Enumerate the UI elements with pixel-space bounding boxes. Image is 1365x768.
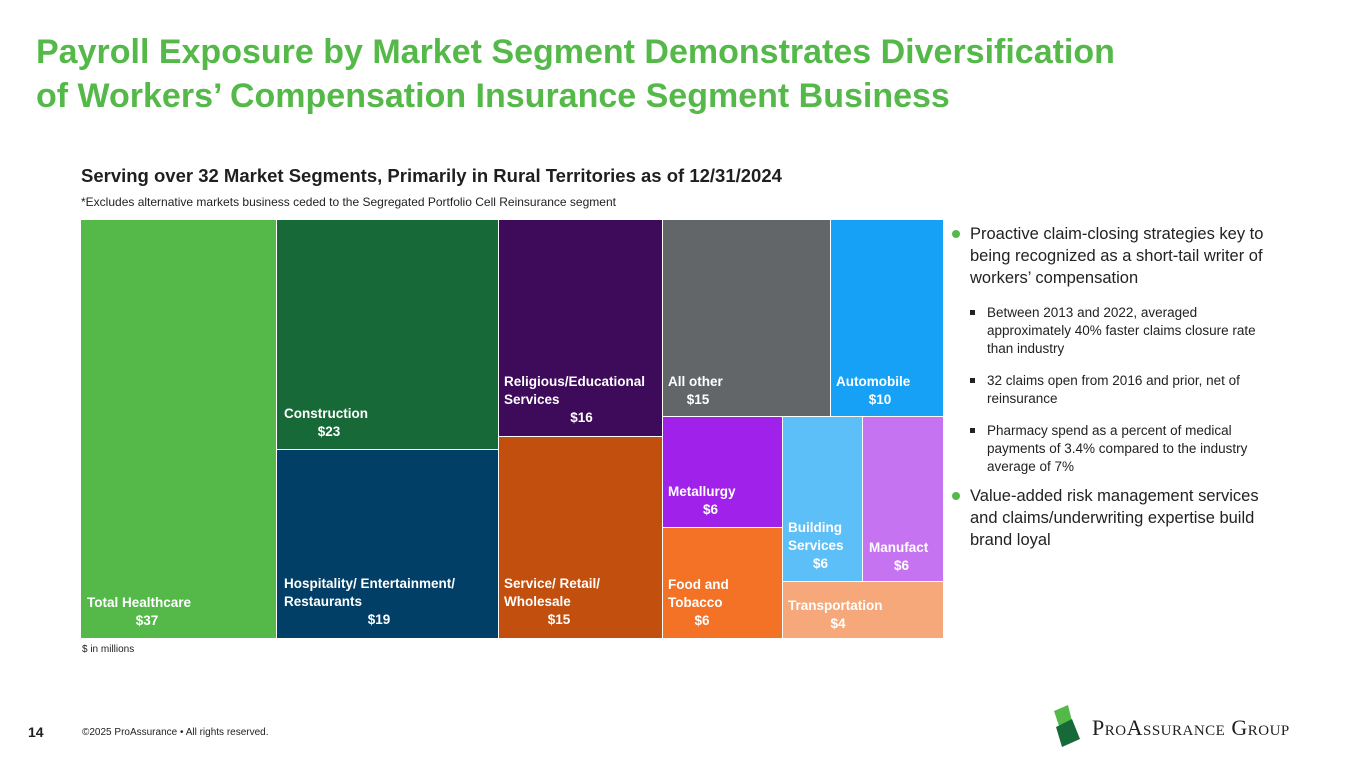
treemap-label: Metallurgy $6 — [668, 483, 753, 519]
segment-value: $23 — [317, 424, 341, 439]
logo-letter: G — [1231, 715, 1248, 740]
page-title-line-2: of Workers’ Compensation Insurance Segme… — [36, 77, 950, 115]
segment-value: $15 — [686, 392, 710, 407]
sub-bullet-item: Between 2013 and 2022, averaged approxim… — [952, 304, 1282, 358]
treemap-label: Automobile $10 — [836, 373, 924, 409]
segment-name: Hospitality/ Entertainment/ Restaurants — [284, 576, 456, 609]
treemap-label: Total Healthcare $37 — [87, 594, 207, 630]
treemap-tile-automobile: Automobile $10 — [831, 220, 944, 417]
segment-value: $6 — [812, 556, 829, 571]
treemap-label: Food and Tobacco $6 — [668, 576, 736, 630]
units-note: $ in millions — [82, 644, 135, 655]
segment-value: $37 — [135, 613, 159, 628]
treemap-tile-religious-educational-services: Religious/Educational Services $16 — [499, 220, 663, 437]
segment-name: Construction — [284, 406, 368, 421]
segment-name: Transportation — [788, 598, 883, 613]
treemap-label: Manufact $6 — [869, 539, 934, 575]
segment-name: Building Services — [788, 520, 844, 553]
segment-name: Food and Tobacco — [668, 577, 729, 610]
page-title: Payroll Exposure by Market Segment Demon… — [36, 30, 1236, 118]
treemap-tile-total-healthcare: Total Healthcare $37 — [81, 220, 277, 639]
logo-letters: RO — [1104, 723, 1127, 739]
segment-name: Manufact — [869, 540, 929, 555]
segment-value: $10 — [868, 392, 892, 407]
bullet-item: Proactive claim-closing strategies key t… — [952, 223, 1270, 289]
segment-name: Religious/Educational Services — [504, 374, 646, 407]
segment-name: Service/ Retail/ Wholesale — [504, 576, 601, 609]
treemap-tile-manufact: Manufact $6 — [863, 417, 944, 582]
sub-bullet-item: 32 claims open from 2016 and prior, net … — [952, 372, 1267, 408]
treemap-label: Building Services $6 — [788, 519, 853, 573]
segment-value: $19 — [367, 612, 391, 627]
sub-bullet-item: Pharmacy spend as a percent of medical p… — [952, 422, 1282, 476]
treemap-tile-building-services: Building Services $6 — [783, 417, 863, 582]
treemap-label: Transportation $4 — [788, 597, 888, 633]
page-number: 14 — [28, 724, 44, 740]
segment-value: $6 — [694, 613, 710, 628]
segment-name: Total Healthcare — [87, 595, 192, 610]
treemap-label: Service/ Retail/ Wholesale $15 — [504, 575, 614, 629]
treemap-tile-hospitality-entertainment-restaurants: Hospitality/ Entertainment/ Restaurants $… — [277, 450, 499, 639]
treemap-chart: Total Healthcare $37 Construction $23 Hospit… — [81, 220, 944, 639]
segment-value: $15 — [547, 612, 571, 627]
treemap-label: All other $15 — [668, 373, 728, 409]
treemap-tile-transportation: Transportation $4 — [783, 582, 944, 639]
chart-title: Serving over 32 Market Segments, Primari… — [81, 165, 782, 186]
treemap-label: Religious/Educational Services $16 — [504, 373, 659, 427]
page-title-line-1: Payroll Exposure by Market Segment Demon… — [36, 33, 1115, 71]
copyright-notice: ©2025 ProAssurance • All rights reserved… — [82, 727, 269, 738]
treemap-label: Construction $23 — [284, 405, 374, 441]
bullet-list: Proactive claim-closing strategies key t… — [952, 223, 1282, 551]
bullet-item: Value-added risk management services and… — [952, 485, 1260, 551]
treemap-tile-construction: Construction $23 — [277, 220, 499, 450]
segment-value: $6 — [702, 502, 719, 517]
proassurance-logo: PROASSURANCE GROUP — [1050, 705, 1330, 750]
logo-wordmark: PROASSURANCE GROUP — [1092, 715, 1290, 741]
treemap-tile-food-and-tobacco: Food and Tobacco $6 — [663, 528, 783, 639]
segment-name: All other — [668, 374, 723, 389]
logo-letter: P — [1092, 715, 1105, 740]
segment-value: $6 — [893, 558, 910, 573]
treemap-tile-metallurgy: Metallurgy $6 — [663, 417, 783, 528]
segment-name: Metallurgy — [668, 484, 736, 499]
segment-name: Automobile — [836, 374, 911, 389]
treemap-label: Hospitality/ Entertainment/ Restaurants $… — [284, 575, 474, 629]
logo-leaf-icon — [1054, 705, 1080, 747]
treemap-tile-all-other: All other $15 — [663, 220, 831, 417]
chart-footnote: *Excludes alternative markets business c… — [81, 195, 616, 209]
logo-letters: ROUP — [1247, 723, 1290, 739]
segment-value: $16 — [570, 410, 593, 425]
logo-letter: A — [1126, 715, 1143, 740]
logo-letters: SSURANCE — [1142, 723, 1226, 739]
treemap-tile-service-retail-wholesale: Service/ Retail/ Wholesale $15 — [499, 437, 663, 639]
segment-value: $4 — [830, 616, 846, 631]
